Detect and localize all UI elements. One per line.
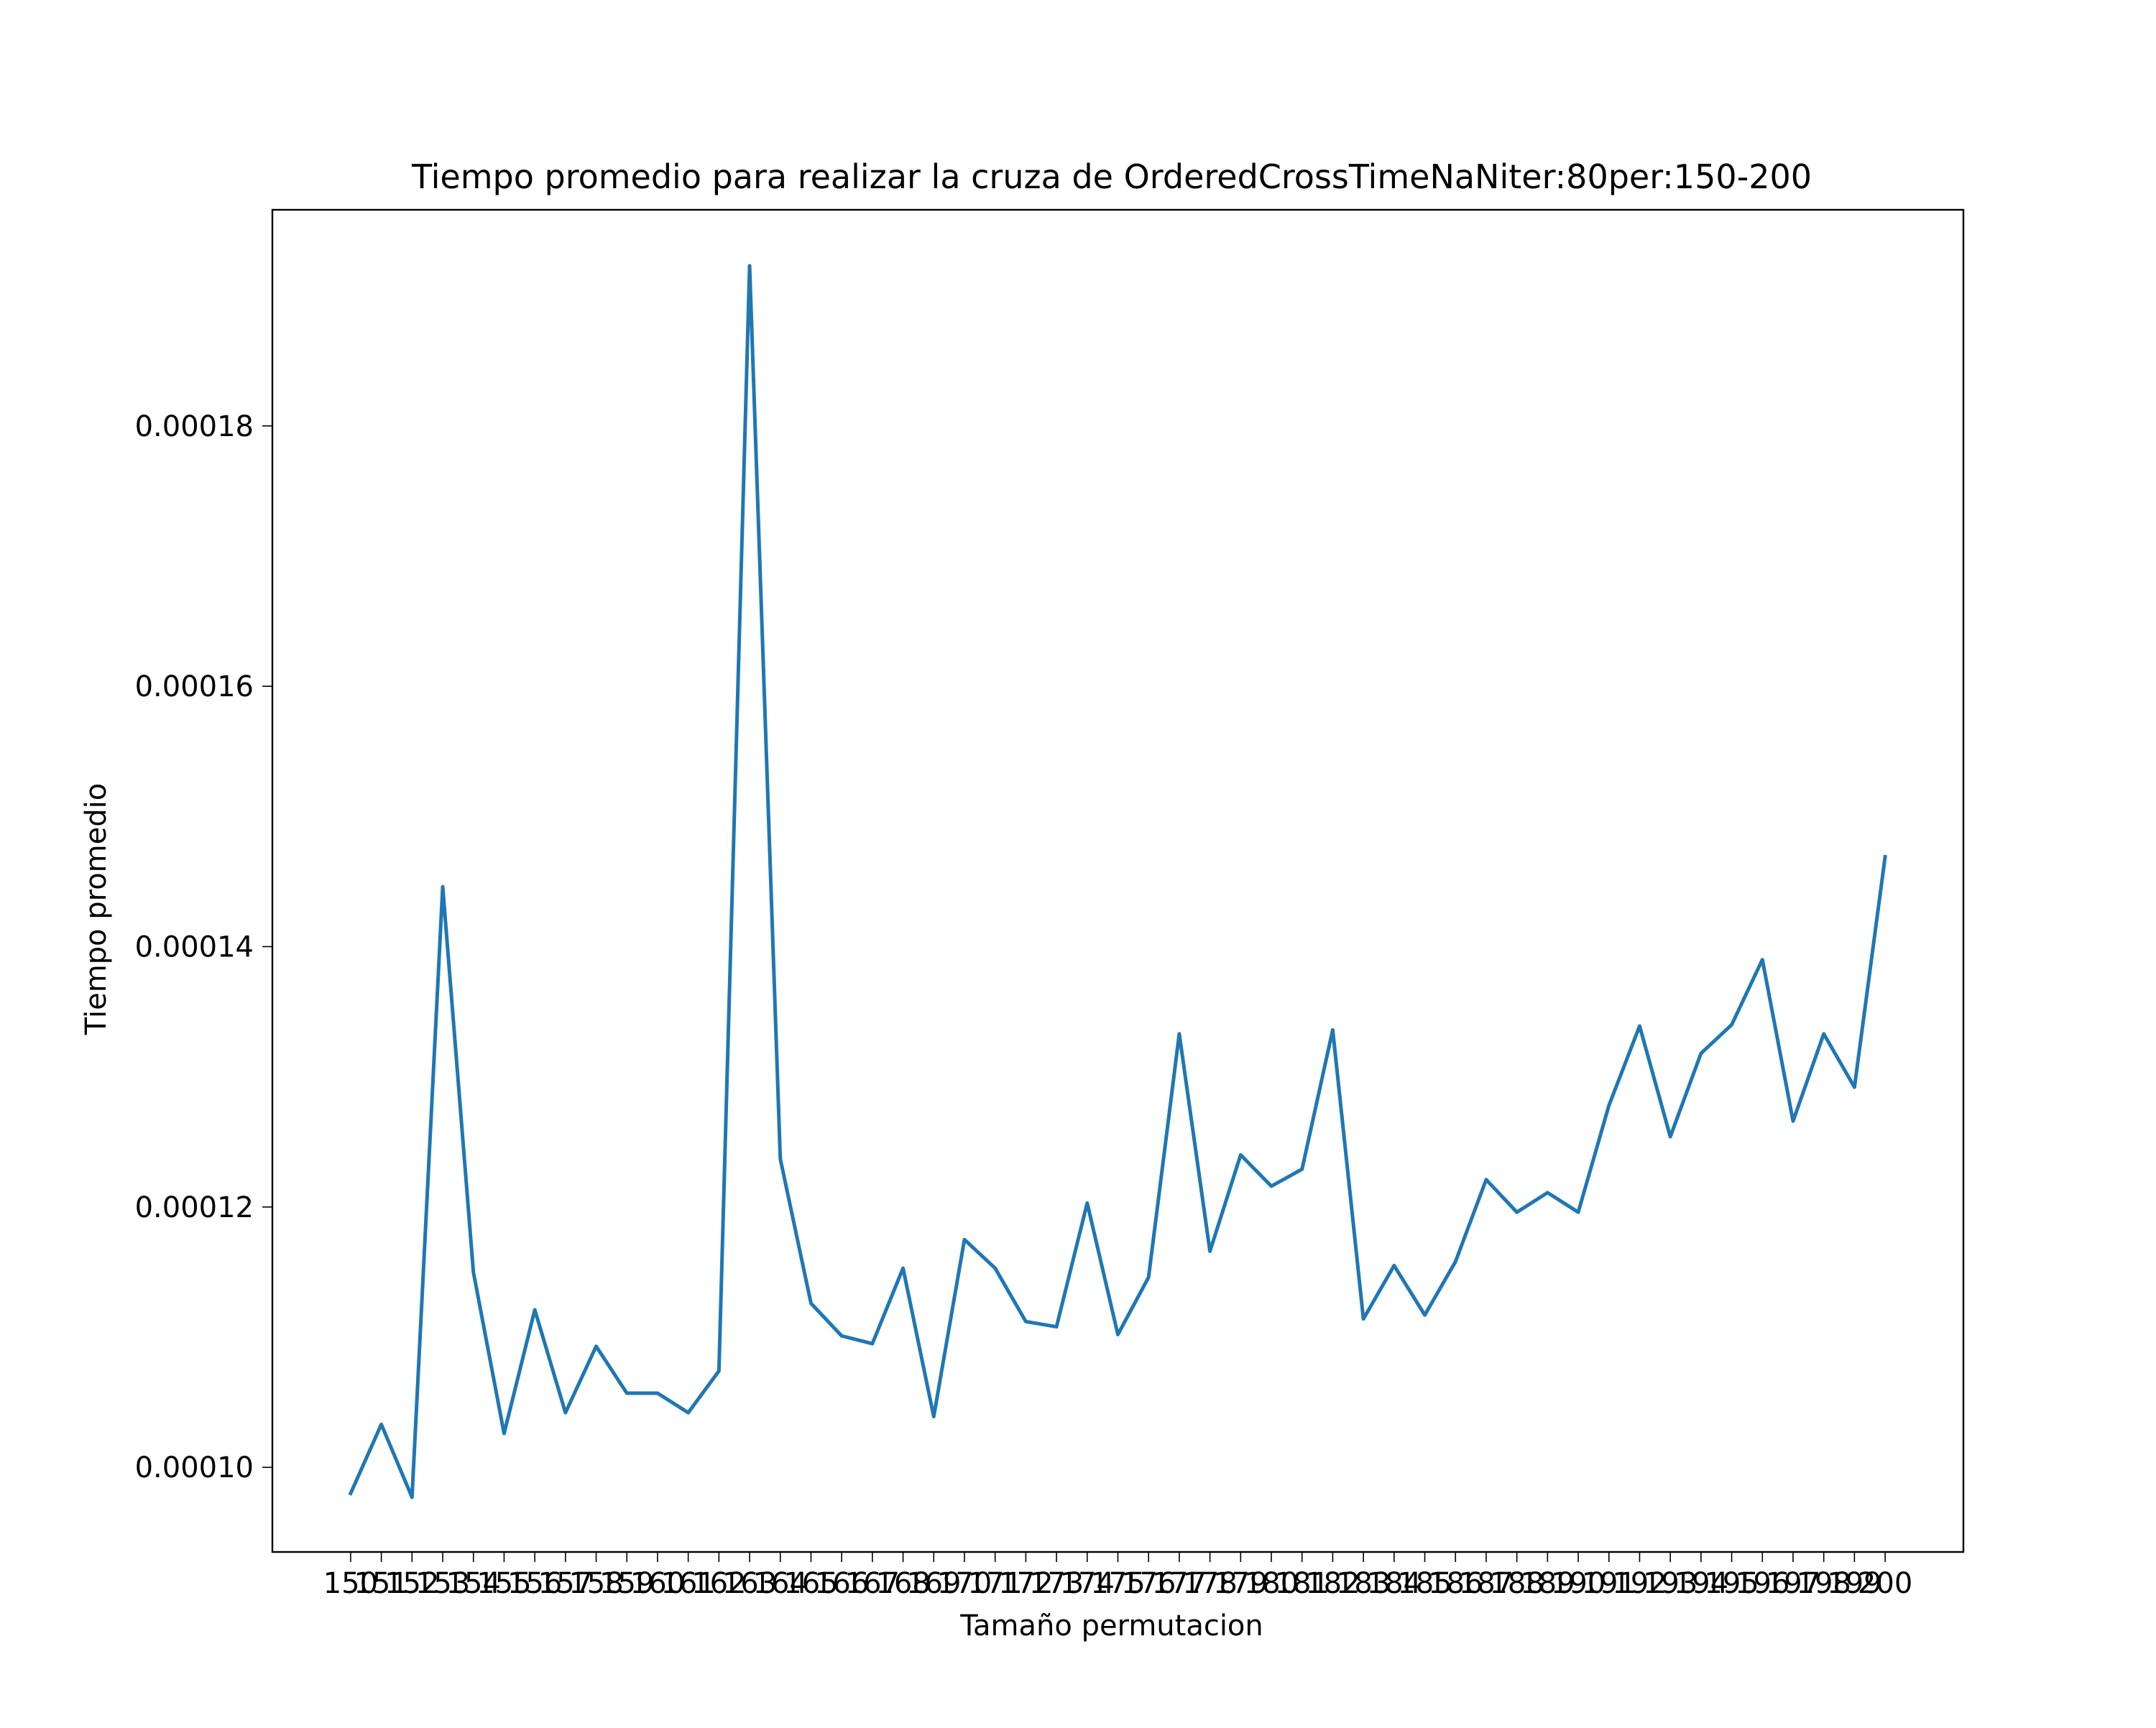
x-tick-label: 164 xyxy=(753,1567,808,1600)
x-tick-label: 181 xyxy=(1275,1567,1330,1600)
x-tick-label: 153 xyxy=(415,1567,470,1600)
x-tick-label: 157 xyxy=(538,1567,593,1600)
x-tick-label: 192 xyxy=(1612,1567,1667,1600)
x-tick-label: 165 xyxy=(783,1567,838,1600)
x-tick-label: 175 xyxy=(1090,1567,1145,1600)
series-line xyxy=(348,264,1887,1500)
x-tick-label: 182 xyxy=(1305,1567,1360,1600)
x-tick-label: 168 xyxy=(875,1567,930,1600)
x-tick-label: 198 xyxy=(1797,1567,1851,1600)
x-tick-label: 163 xyxy=(722,1567,777,1600)
x-tick-label: 176 xyxy=(1121,1567,1176,1600)
x-tick-label: 158 xyxy=(568,1567,623,1600)
x-tick-label: 199 xyxy=(1827,1567,1881,1600)
x-tick-label: 161 xyxy=(660,1567,715,1600)
x-tick-label: 197 xyxy=(1766,1567,1820,1600)
x-tick-label: 155 xyxy=(476,1567,531,1600)
x-tick-label: 195 xyxy=(1704,1567,1759,1600)
y-tick-label: 0.00010 xyxy=(135,1451,254,1484)
x-tick-label: 169 xyxy=(906,1567,961,1600)
x-tick-label: 183 xyxy=(1336,1567,1391,1600)
x-tick-label: 150 xyxy=(323,1567,378,1600)
x-axis-label: Tamaño permutacion xyxy=(959,1609,1263,1642)
plot-frame xyxy=(271,208,1965,1553)
x-tick-label: 167 xyxy=(845,1567,900,1600)
y-tick-label: 0.00012 xyxy=(135,1191,254,1224)
x-tick-label: 186 xyxy=(1428,1567,1483,1600)
x-tick-label: 170 xyxy=(937,1567,992,1600)
y-axis-label: Tiempo promedio xyxy=(80,783,113,1035)
x-tick-label: 184 xyxy=(1367,1567,1422,1600)
x-tick-label: 193 xyxy=(1643,1567,1697,1600)
x-tick-label: 191 xyxy=(1582,1567,1636,1600)
x-tick-label: 174 xyxy=(1060,1567,1115,1600)
y-tick-label: 0.00018 xyxy=(135,410,254,443)
x-tick-label: 166 xyxy=(814,1567,869,1600)
x-tick-label: 189 xyxy=(1520,1567,1575,1600)
x-tick-label: 188 xyxy=(1489,1567,1544,1600)
x-tick-label: 171 xyxy=(968,1567,1023,1600)
y-tick-label: 0.00016 xyxy=(135,670,254,703)
x-tick-label: 152 xyxy=(384,1567,439,1600)
x-tick-label: 187 xyxy=(1459,1567,1514,1600)
x-tick-label: 159 xyxy=(599,1567,654,1600)
x-tick-label: 162 xyxy=(691,1567,746,1600)
x-tick-label: 180 xyxy=(1244,1567,1299,1600)
x-tick-label: 185 xyxy=(1397,1567,1452,1600)
y-tick-label: 0.00014 xyxy=(135,930,254,964)
x-tick-label: 154 xyxy=(446,1567,501,1600)
x-tick-label: 173 xyxy=(1029,1567,1084,1600)
x-tick-label: 194 xyxy=(1674,1567,1728,1600)
x-tick-label: 172 xyxy=(998,1567,1053,1600)
x-tick-label: 200 xyxy=(1858,1567,1912,1600)
x-tick-label: 179 xyxy=(1213,1567,1268,1600)
x-tick-label: 160 xyxy=(630,1567,685,1600)
chart-title: Tiempo promedio para realizar la cruza d… xyxy=(411,157,1812,196)
plot-area: 1501511521531541551561571581591601611621… xyxy=(135,208,1965,1600)
x-tick-label: 196 xyxy=(1735,1567,1789,1600)
x-tick-label: 190 xyxy=(1551,1567,1606,1600)
x-tick-label: 177 xyxy=(1152,1567,1207,1600)
x-tick-label: 178 xyxy=(1182,1567,1237,1600)
x-tick-label: 156 xyxy=(507,1567,562,1600)
x-tick-label: 151 xyxy=(354,1567,408,1600)
